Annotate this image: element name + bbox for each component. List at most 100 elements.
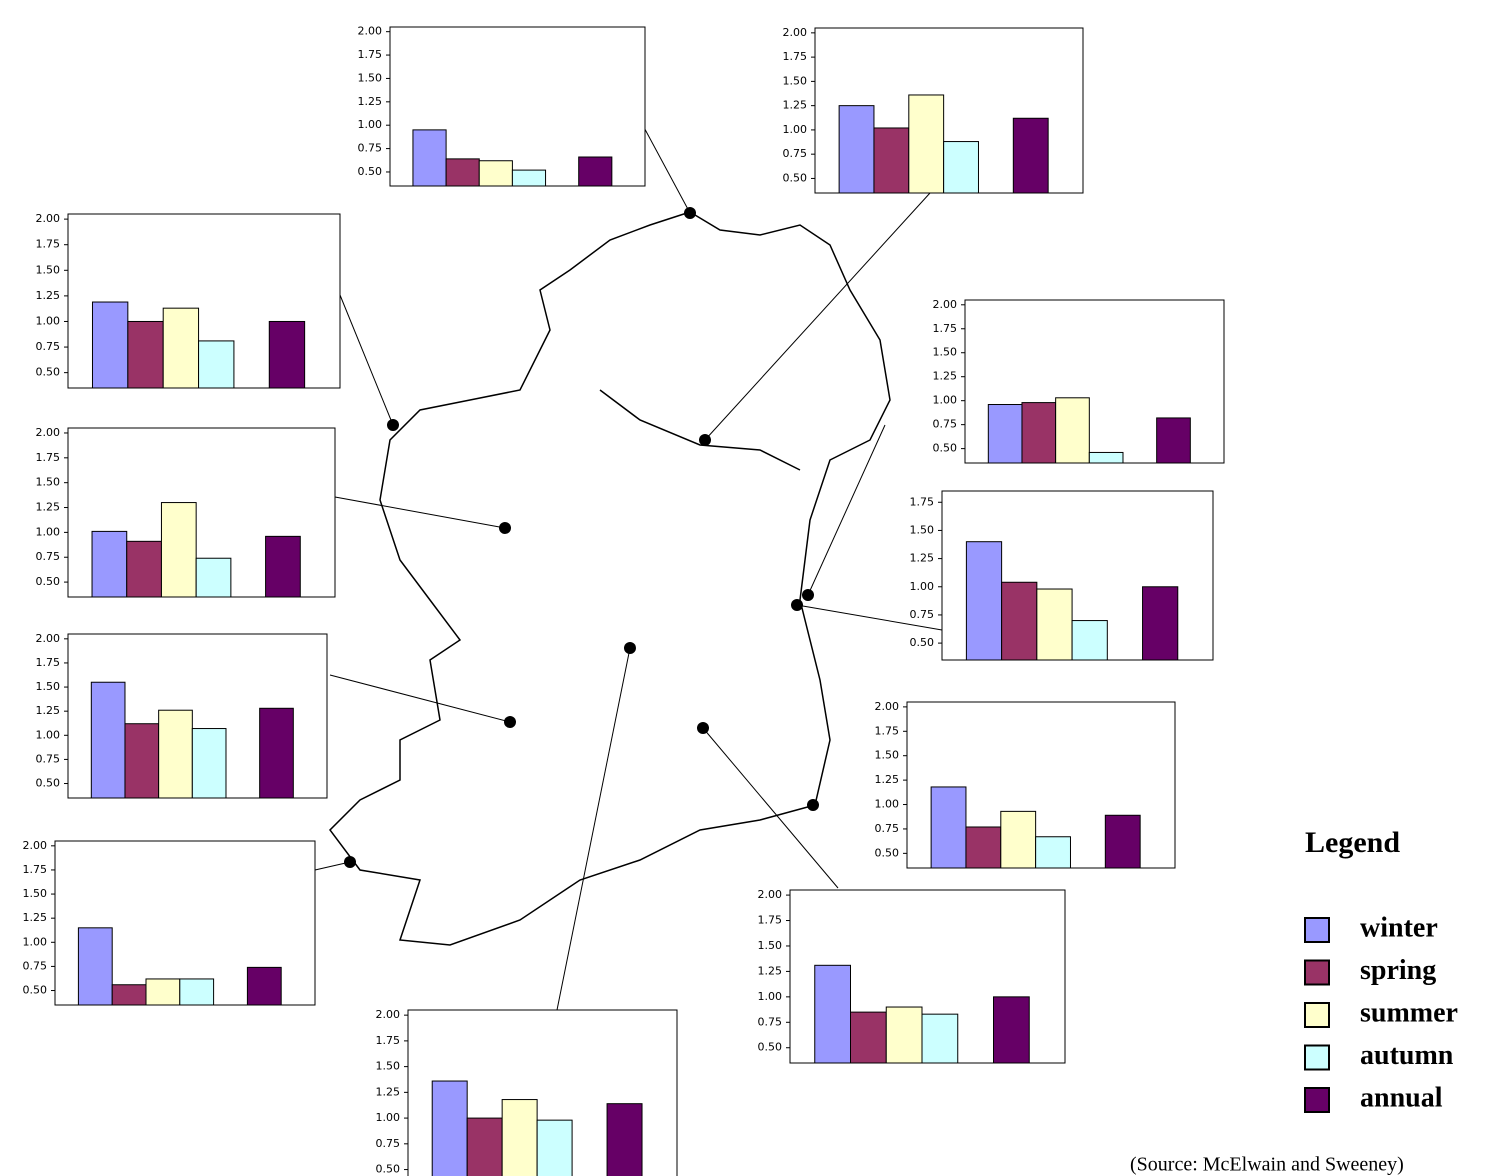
bar (987, 404, 1023, 464)
y-tick-label: 1.00 (933, 394, 958, 407)
bar (1001, 581, 1038, 661)
legend-swatch (1304, 1044, 1330, 1071)
bar (431, 1080, 468, 1176)
mini-chart: 0.50 0.75 1.00 1.25 1.50 1.75 2.00 (933, 298, 1225, 464)
bar (993, 996, 1030, 1064)
bar (127, 320, 164, 389)
y-tick-label: 1.25 (358, 95, 383, 108)
y-tick-label: 0.50 (23, 984, 48, 997)
bar (536, 1119, 573, 1176)
bar (158, 709, 193, 799)
bar (850, 1011, 887, 1064)
bar (77, 927, 113, 1006)
y-tick-label: 1.00 (358, 118, 383, 131)
y-tick-label: 0.50 (376, 1163, 401, 1176)
bar (466, 1117, 503, 1176)
bar (1055, 397, 1090, 464)
bar (501, 1099, 538, 1176)
y-tick-label: 1.00 (376, 1111, 401, 1124)
y-tick-label: 1.75 (36, 238, 61, 251)
station-dot (699, 434, 711, 446)
connector (796, 604, 943, 631)
y-tick-label: 1.25 (36, 704, 61, 717)
mini-chart: 0.50 0.75 1.00 1.25 1.50 1.75 2.00 (36, 212, 341, 389)
border-line (599, 389, 801, 471)
y-tick-label: 0.75 (783, 147, 808, 160)
bar (873, 127, 910, 194)
bar (265, 535, 301, 598)
y-tick-label: 1.50 (36, 263, 61, 276)
connector (556, 647, 631, 1011)
y-tick-label: 1.75 (36, 656, 61, 669)
y-tick-label: 1.75 (23, 863, 48, 876)
station-dot (504, 716, 516, 728)
y-tick-label: 0.75 (36, 340, 61, 353)
bar (91, 530, 128, 598)
bar (90, 681, 126, 799)
bar (511, 169, 547, 187)
legend-label: annual (1360, 1082, 1443, 1113)
y-tick-label: 1.25 (758, 964, 783, 977)
connector (807, 424, 886, 596)
legend-swatch (1304, 1087, 1330, 1113)
y-tick-label: 0.50 (36, 575, 61, 588)
y-tick-label: 1.50 (23, 887, 48, 900)
bar (930, 786, 967, 869)
y-tick-label: 1.25 (783, 99, 808, 112)
legend-swatch (1304, 1002, 1330, 1028)
station-dot (387, 419, 399, 431)
y-tick-label: 0.75 (358, 142, 383, 155)
y-tick-label: 1.25 (910, 552, 935, 565)
y-tick-label: 1.25 (875, 773, 900, 786)
y-tick-label: 1.75 (758, 914, 783, 927)
bar (908, 94, 945, 194)
bar (478, 160, 513, 187)
y-tick-label: 1.00 (36, 314, 61, 327)
mini-chart: 0.50 0.75 1.00 1.25 1.50 1.75 2.00 (783, 26, 1084, 194)
y-tick-label: 1.25 (933, 370, 958, 383)
y-tick-label: 1.75 (910, 495, 935, 508)
y-tick-label: 0.50 (875, 846, 900, 859)
mini-chart: 0.50 0.75 1.00 1.25 1.50 1.75 2.00 (875, 700, 1176, 869)
mini-chart: 0.50 0.75 1.00 1.25 1.50 1.75 2.00 (758, 888, 1066, 1064)
y-tick-label: 1.00 (875, 798, 900, 811)
bar (1012, 117, 1049, 194)
legend-title: Legend (1305, 826, 1400, 859)
station-dot (499, 522, 511, 534)
station-dot (791, 599, 803, 611)
connectors (314, 119, 943, 1011)
stations (344, 207, 819, 868)
y-tick-label: 1.00 (36, 525, 61, 538)
y-tick-label: 1.25 (376, 1085, 401, 1098)
bar (198, 340, 235, 389)
y-tick-label: 0.75 (23, 959, 48, 972)
mini-chart: 0.50 0.75 1.00 1.25 1.50 1.75 2.00 (36, 632, 328, 799)
y-tick-label: 0.50 (36, 366, 61, 379)
bar (1021, 402, 1057, 464)
legend-swatch (1304, 917, 1330, 943)
y-tick-label: 0.50 (758, 1041, 783, 1054)
legend-label: autumn (1360, 1040, 1454, 1071)
y-tick-label: 1.00 (36, 728, 61, 741)
bar (1000, 810, 1037, 869)
mini-chart: 0.50 0.75 1.00 1.25 1.50 1.75 2.00 (376, 1008, 678, 1176)
station-dot (697, 722, 709, 734)
connector (334, 496, 506, 529)
bar (91, 301, 129, 389)
y-tick-label: 1.75 (783, 50, 808, 63)
bar (145, 978, 181, 1006)
y-tick-label: 2.00 (376, 1008, 401, 1021)
mini-chart: 0.50 0.75 1.00 1.25 1.50 1.75 2.00 (358, 25, 646, 187)
bar (885, 1006, 923, 1064)
connector (339, 294, 394, 426)
bar (1088, 451, 1124, 464)
y-tick-label: 2.00 (23, 839, 48, 852)
station-dot (684, 207, 696, 219)
bar (1156, 417, 1191, 464)
bar (246, 966, 282, 1006)
y-tick-label: 1.50 (36, 680, 61, 693)
bar (412, 129, 447, 187)
y-tick-label: 0.75 (875, 822, 900, 835)
bar (124, 723, 160, 799)
